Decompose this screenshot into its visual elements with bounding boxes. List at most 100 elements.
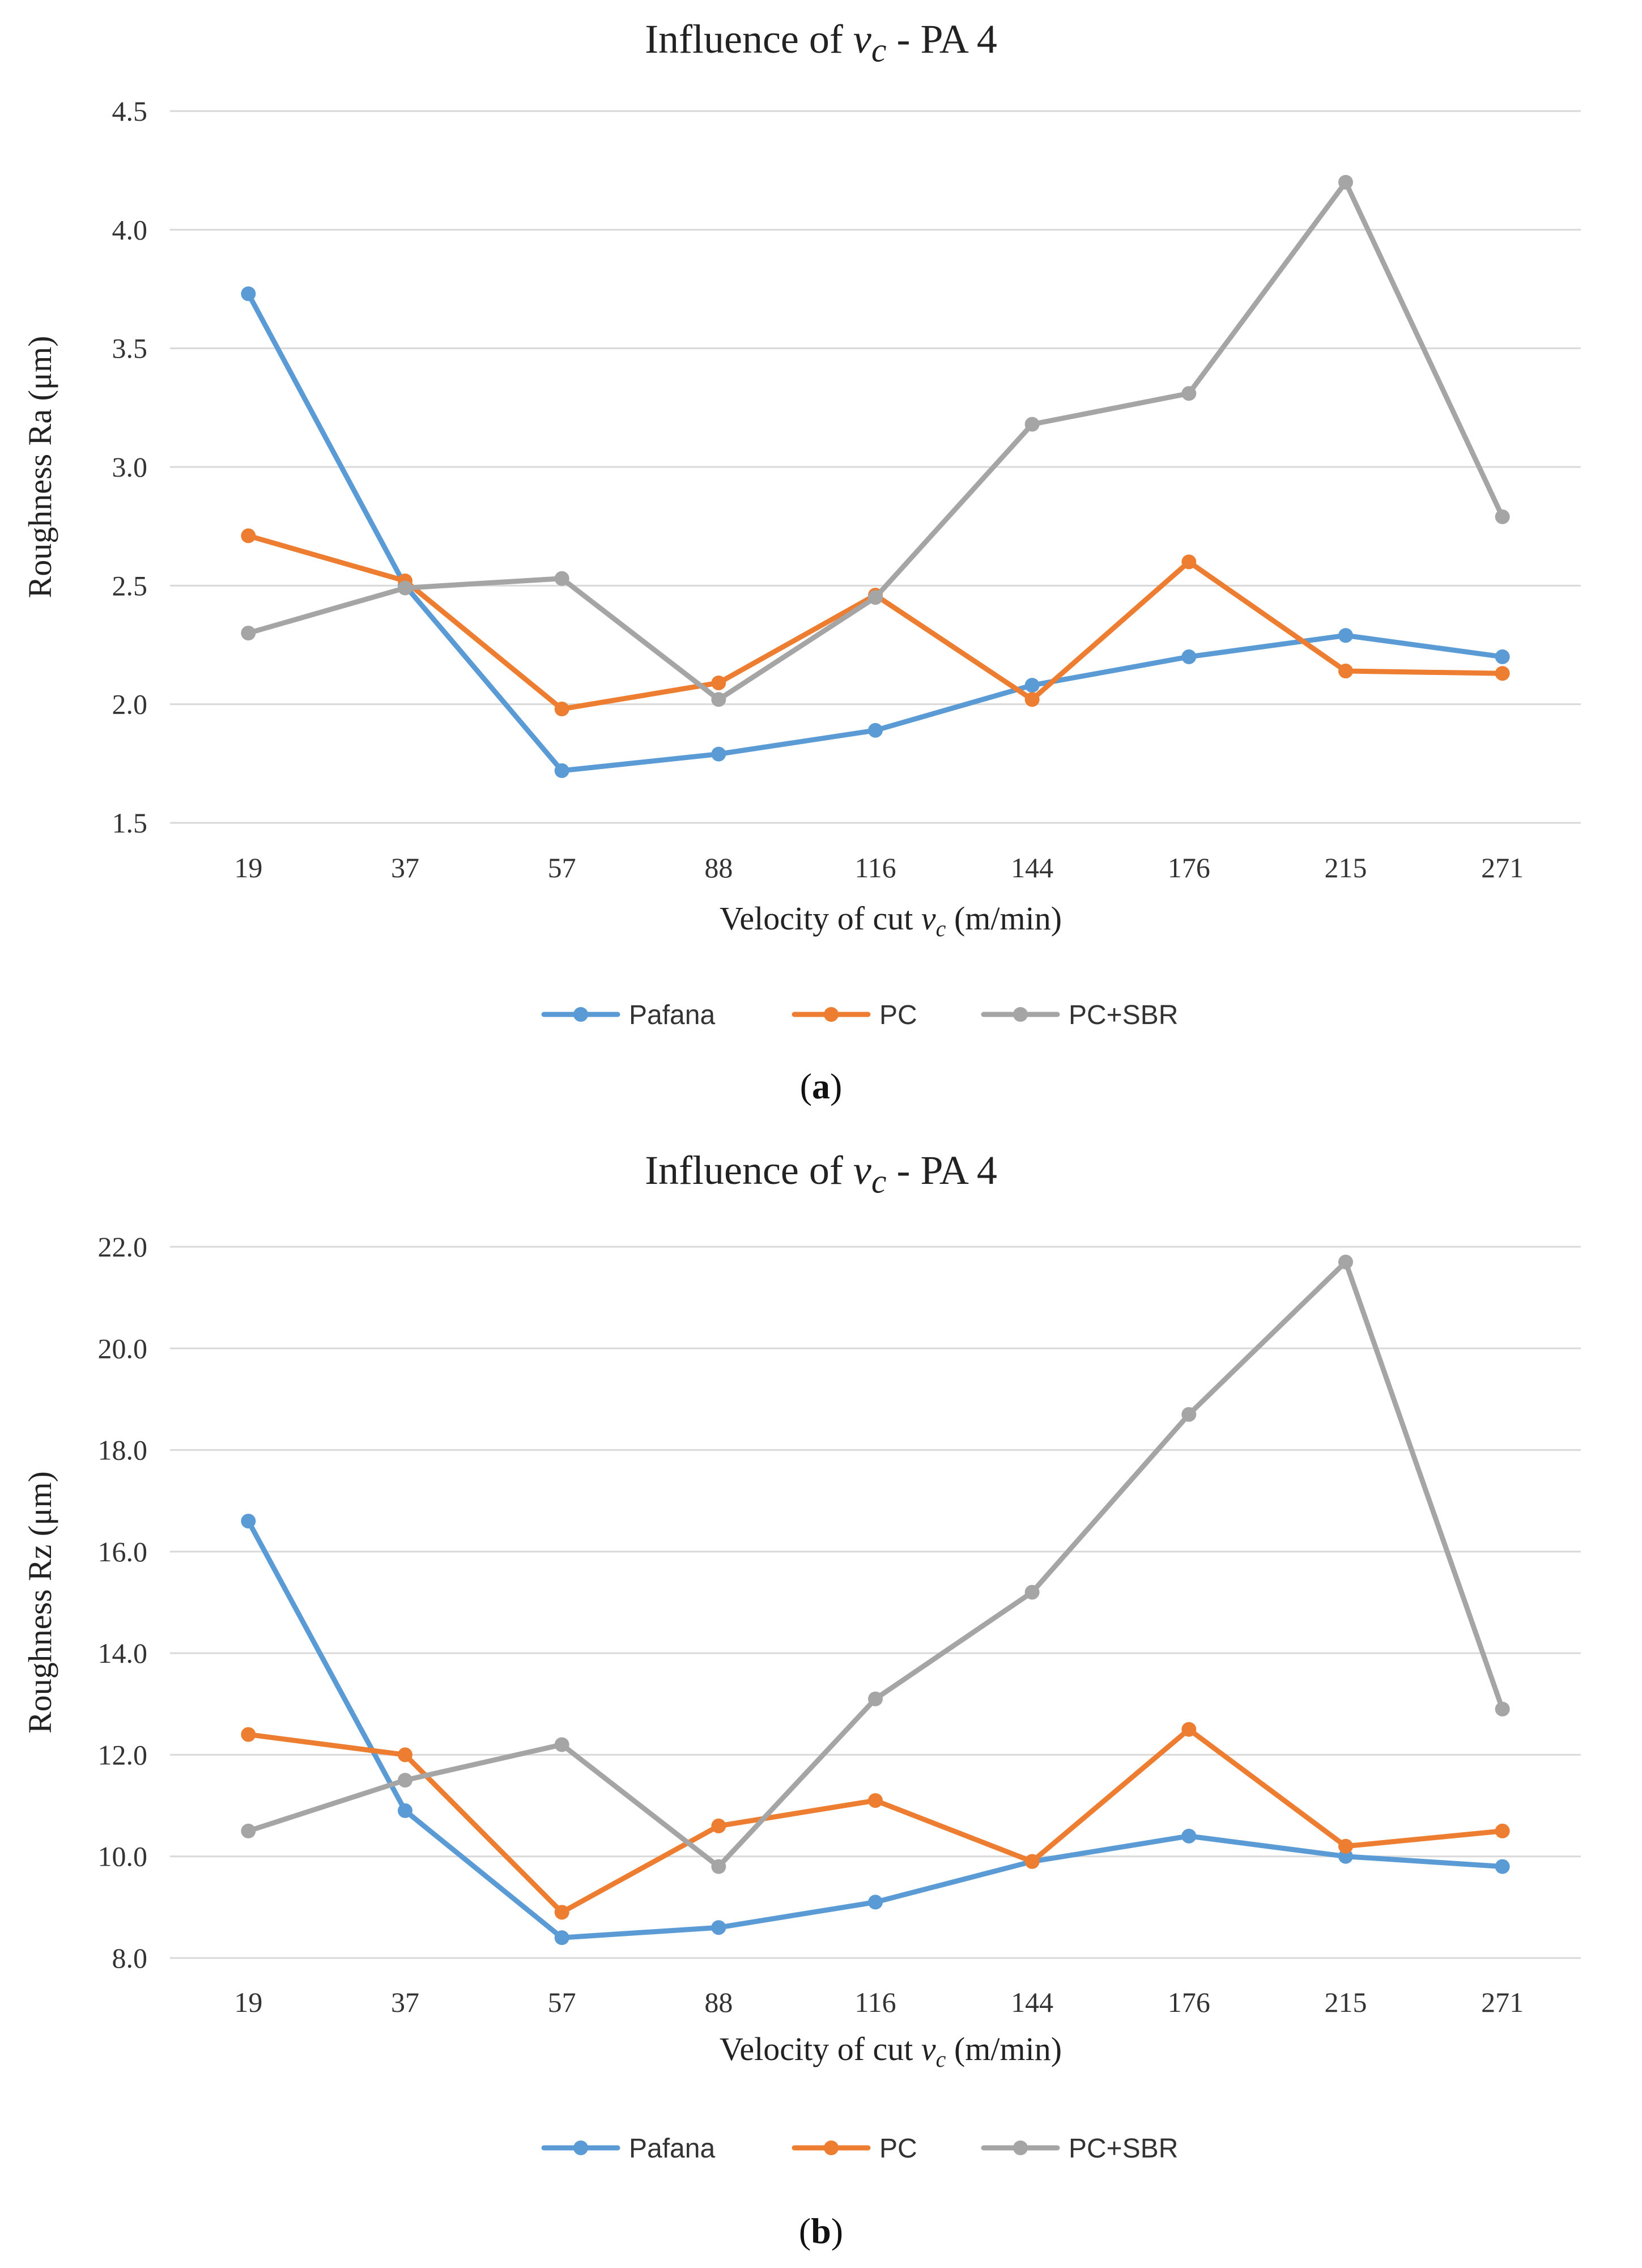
data-point [398,580,412,596]
series-line [245,1727,1505,1915]
data-point [241,286,256,301]
x-tick-label: 88 [704,852,733,884]
data-point [241,626,256,641]
legend-label: PC [879,2134,917,2164]
line-chart-ra: Velocity of cut vc (m/min) 1.5 2.0 2.5 3.0 3… [22,95,1581,1030]
y-tick-label: 16.0 [98,1536,148,1568]
x-tick-label: 215 [1325,1986,1367,2018]
x-tick-label: 176 [1168,1986,1210,2018]
chart-title-symbol: v [853,1148,871,1193]
data-point [868,1691,883,1706]
x-tick-label: 57 [548,852,576,884]
y-axis-title: Roughness Rz (μm) [22,1471,58,1734]
y-tick-label: 8.0 [112,1942,148,1974]
series-line [245,1259,1505,1870]
chart-title-subscript: c [871,31,887,69]
legend-marker [824,2140,839,2155]
x-tick-label: 19 [234,852,262,884]
chart-title: Influence of vc - PA 4 [0,1147,1642,1201]
data-point [554,1905,569,1920]
x-tick-label: 144 [1011,1986,1053,2018]
x-tick-label: 57 [548,1986,576,2018]
data-point [554,702,569,717]
x-tick-label: 37 [391,1986,419,2018]
x-tick-label: 37 [391,852,419,884]
data-point [711,675,726,690]
y-tick-label: 22.0 [98,1231,148,1263]
x-tick-label: 116 [854,1986,896,2018]
legend-marker [824,1007,839,1022]
data-point [241,1823,256,1838]
data-point [711,746,726,762]
data-point [1181,1407,1197,1422]
y-tick-label: 18.0 [98,1434,148,1466]
data-point [711,1818,726,1833]
data-point [1338,1254,1353,1269]
legend-marker [1013,1007,1028,1022]
data-point [1024,678,1040,693]
x-axis-title: Velocity of cut vc (m/min) [720,900,1062,941]
y-axis-title: Roughness Ra (μm) [22,336,58,598]
data-point [711,1920,726,1935]
chart-title-suffix: - PA 4 [886,16,997,62]
y-tick-label: 2.5 [112,570,148,601]
y-tick-label: 14.0 [98,1637,148,1669]
data-point [1495,1823,1510,1838]
data-point [1024,417,1040,432]
data-point [398,1773,412,1788]
data-point [1495,666,1510,681]
data-point [1495,1701,1510,1717]
data-point [398,1747,412,1762]
line-chart-rz: Velocity of cut vc (m/min) 8.0 10.0 12.0 14… [22,1231,1581,2164]
data-point [554,1737,569,1752]
x-tick-label: 271 [1481,852,1524,884]
x-axis-title: Velocity of cut vc (m/min) [720,2031,1062,2072]
x-tick-label: 144 [1011,852,1053,884]
data-point [398,1803,412,1819]
chart-panel-b: Influence of vc - PA 4 Velocity of cut v… [0,1128,1642,2268]
data-point [241,1727,256,1742]
data-point [554,1930,569,1946]
y-tick-label: 3.0 [112,451,148,483]
data-point [1024,1854,1040,1869]
x-tick-label: 88 [704,1986,733,2018]
data-point [1181,1722,1197,1737]
legend-marker [1013,2140,1028,2155]
data-point [1338,628,1353,643]
y-tick-label: 2.0 [112,689,148,720]
data-point [241,1514,256,1529]
data-point [554,763,569,778]
data-point [1181,649,1197,664]
data-point [1495,509,1510,524]
chart-title-symbol: v [853,16,871,62]
data-point [868,590,883,605]
legend-label: PC [879,1000,917,1030]
legend-label: Pafana [629,2134,715,2164]
data-point [1338,664,1353,679]
data-point [1338,175,1353,190]
series-line [245,291,1505,774]
y-tick-label: 4.0 [112,214,148,245]
data-point [554,571,569,586]
chart-title-text: Influence of [645,16,853,62]
chart-panel-a: Influence of vc - PA 4 Velocity of cut v… [0,0,1642,1128]
legend-label: PC+SBR [1069,2134,1178,2164]
data-point [1338,1838,1353,1854]
data-point [1024,1585,1040,1600]
x-tick-label: 271 [1481,1986,1524,2018]
y-tick-label: 4.5 [112,95,148,127]
data-point [1181,386,1197,401]
data-point [711,1859,726,1874]
chart-title-subscript: c [871,1162,887,1200]
data-point [868,723,883,738]
chart-title-text: Influence of [645,1148,853,1193]
data-point [1181,1828,1197,1844]
data-point [868,1895,883,1910]
data-point [1181,554,1197,570]
y-tick-label: 3.5 [112,333,148,364]
data-point [1024,692,1040,707]
data-point [241,528,256,543]
y-tick-label: 12.0 [98,1739,148,1770]
y-tick-label: 10.0 [98,1841,148,1872]
x-tick-label: 116 [854,852,896,884]
